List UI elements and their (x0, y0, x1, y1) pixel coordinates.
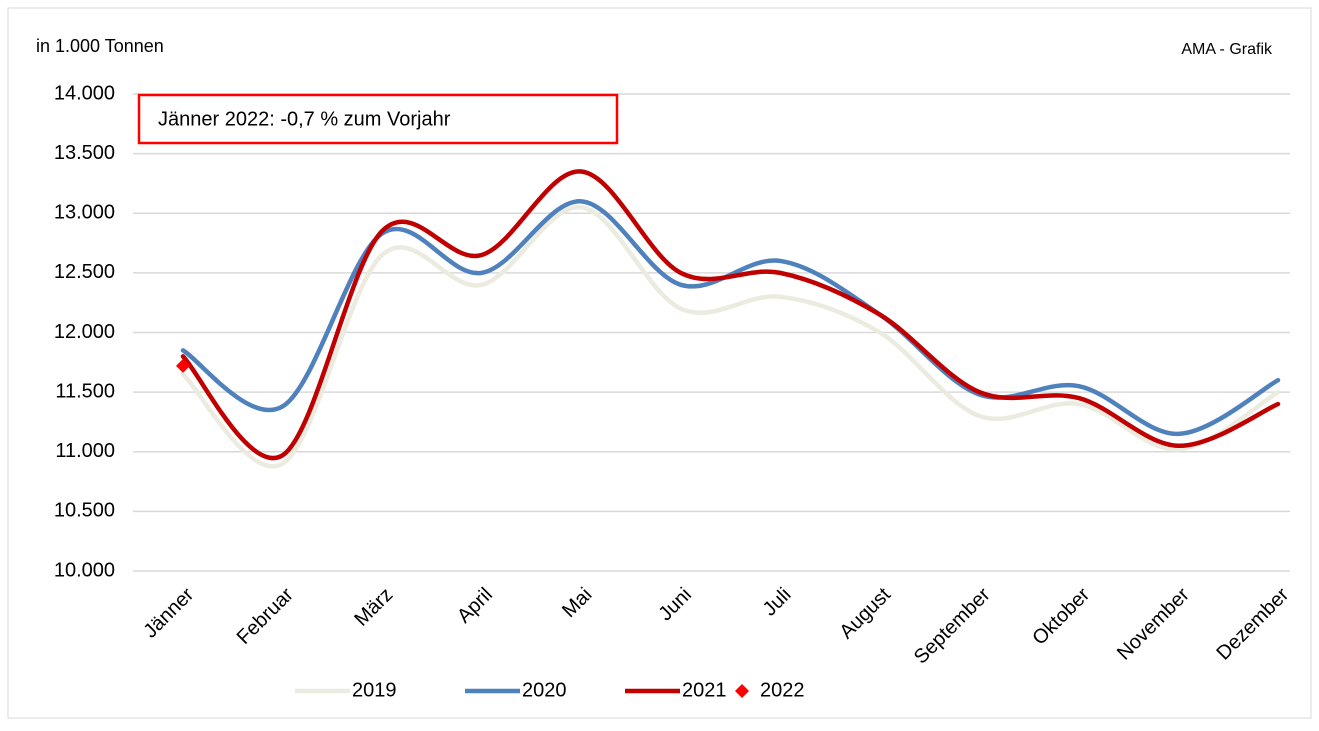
y-tick-label: 13.500 (54, 142, 115, 164)
legend-label: 2020 (522, 679, 567, 701)
y-tick-label: 11.000 (55, 440, 115, 462)
series-line (180, 205, 1281, 469)
source: AMA - Grafik (1181, 41, 1273, 58)
y-tick-label: 12.500 (54, 261, 115, 283)
y-tick-label: 14.000 (54, 82, 115, 104)
series-line (180, 199, 1281, 437)
legend-label: 2019 (352, 679, 397, 701)
annotation-box (137, 93, 619, 145)
legend-label: 2021 (682, 679, 727, 701)
point (176, 358, 190, 373)
legend-label: 2022 (760, 679, 805, 701)
unit-label: in 1.000 Tonnen (36, 36, 164, 56)
series-line (180, 169, 1281, 461)
y-tick-label: 12.000 (54, 321, 115, 343)
y-tick-label: 10.500 (54, 500, 115, 522)
annotation: Jänner 2022: -0,7 % zum Vorjahr (158, 108, 451, 130)
legend-marker (735, 684, 749, 698)
y-tick-label: 10.000 (54, 559, 115, 581)
y-tick-label: 11.500 (55, 380, 115, 402)
y-tick-label: 13.000 (54, 202, 115, 224)
